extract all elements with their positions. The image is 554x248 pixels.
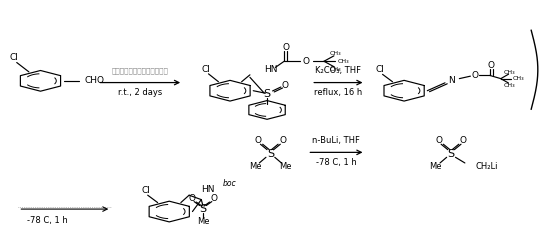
Text: K₂CO₃, THF: K₂CO₃, THF [315,66,361,75]
Text: S: S [264,89,270,99]
Text: Cl: Cl [376,65,385,74]
Text: CH₃: CH₃ [330,51,341,56]
Text: S: S [448,149,455,158]
Text: N: N [448,76,454,85]
Text: O: O [279,136,286,145]
Text: O: O [188,194,196,203]
Text: CH₃: CH₃ [513,76,525,81]
Text: O: O [471,71,478,80]
Text: Cl: Cl [9,53,18,62]
Text: -78 C, 1 h: -78 C, 1 h [27,216,68,225]
Text: CH₃: CH₃ [330,67,341,72]
Text: Me: Me [429,162,442,171]
Text: O: O [460,136,466,145]
Text: Me: Me [280,162,292,171]
Text: HN: HN [264,65,277,74]
Text: O: O [488,61,495,70]
Text: boc: boc [222,179,236,188]
Text: CH₃: CH₃ [504,83,515,88]
Text: 苯亚硒酸馒、氨基甲酸叔丁酯: 苯亚硒酸馒、氨基甲酸叔丁酯 [111,68,168,74]
Text: n-BuLi, THF: n-BuLi, THF [312,136,360,145]
Text: O: O [211,194,218,203]
Text: CH₃: CH₃ [504,70,515,75]
Text: S: S [199,205,207,215]
Text: Me: Me [249,162,261,171]
Text: CH₂Li: CH₂Li [476,162,499,171]
Text: reflux, 16 h: reflux, 16 h [314,88,362,97]
Text: Cl: Cl [141,186,150,195]
Text: O: O [283,43,289,52]
Text: CHO: CHO [84,76,104,85]
Text: O: O [282,81,289,90]
Text: CH₃: CH₃ [338,59,350,64]
Text: O: O [303,57,310,66]
Text: r.t., 2 days: r.t., 2 days [118,88,162,97]
Text: O: O [255,136,261,145]
Text: Me: Me [197,217,209,226]
Text: Cl: Cl [202,65,211,74]
Text: -78 C, 1 h: -78 C, 1 h [316,158,357,167]
Text: O: O [435,136,443,145]
Text: HN: HN [201,185,215,194]
Text: S: S [267,149,274,158]
